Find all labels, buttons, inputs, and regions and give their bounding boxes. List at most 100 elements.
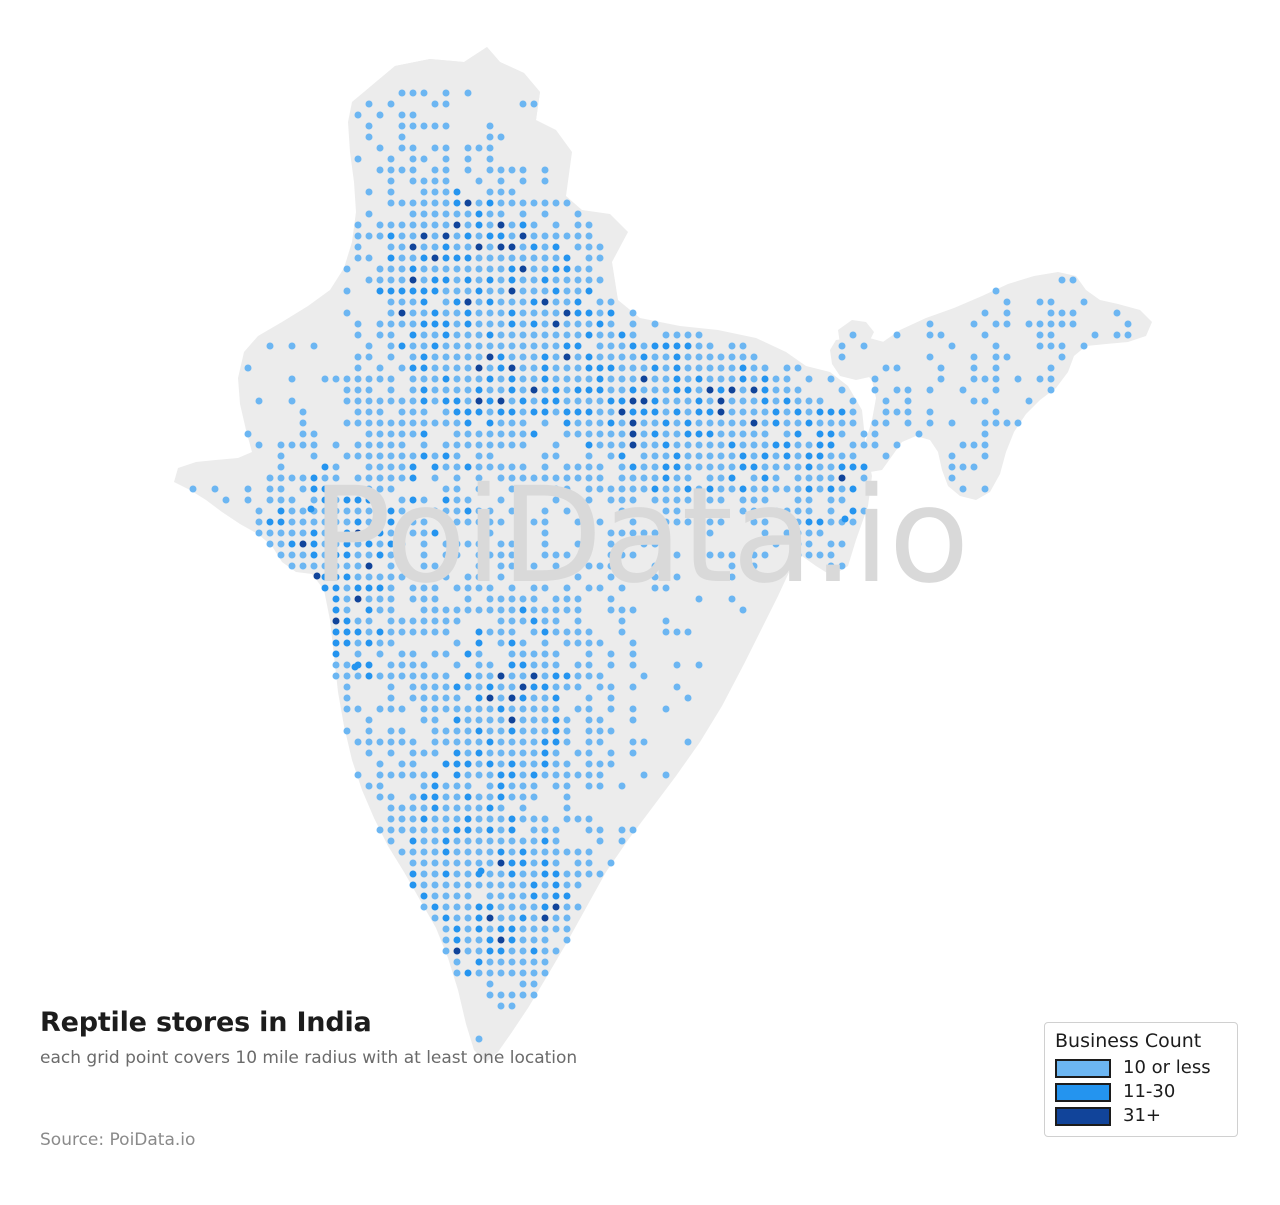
grid-point-low — [695, 661, 703, 669]
grid-point-low — [189, 485, 197, 493]
grid-point-mid — [508, 925, 516, 933]
grid-point-low — [717, 518, 725, 526]
grid-point-low — [475, 804, 483, 812]
legend-item-1[interactable]: 10 or less — [1055, 1058, 1227, 1078]
grid-point-low — [475, 276, 483, 284]
grid-point-low — [530, 331, 538, 339]
grid-point-low — [585, 463, 593, 471]
grid-point-low — [409, 89, 417, 97]
grid-point-low — [1025, 397, 1033, 405]
grid-point-low — [497, 716, 505, 724]
grid-point-low — [563, 232, 571, 240]
grid-point-low — [376, 760, 384, 768]
grid-point-low — [398, 617, 406, 625]
grid-point-low — [563, 628, 571, 636]
grid-point-low — [849, 397, 857, 405]
grid-point-low — [717, 375, 725, 383]
grid-point-low — [486, 518, 494, 526]
grid-point-low — [530, 232, 538, 240]
grid-point-low — [409, 617, 417, 625]
grid-point-low — [354, 243, 362, 251]
grid-point-low — [1047, 309, 1055, 317]
grid-point-low — [486, 749, 494, 757]
grid-point-low — [464, 496, 472, 504]
grid-point-mid — [662, 474, 670, 482]
grid-point-low — [475, 551, 483, 559]
grid-point-low — [541, 650, 549, 658]
grid-point-low — [607, 727, 615, 735]
grid-point-low — [750, 551, 758, 559]
grid-point-low — [629, 661, 637, 669]
grid-point-low — [805, 408, 813, 416]
grid-point-mid — [574, 298, 582, 306]
grid-point-low — [486, 221, 494, 229]
grid-point-low — [420, 342, 428, 350]
grid-point-low — [805, 496, 813, 504]
grid-point-low — [827, 375, 835, 383]
grid-point-low — [772, 507, 780, 515]
grid-point-low — [508, 837, 516, 845]
grid-point-mid — [530, 881, 538, 889]
grid-point-low — [354, 386, 362, 394]
grid-point-low — [970, 353, 978, 361]
grid-point-low — [332, 661, 340, 669]
grid-point-low — [574, 375, 582, 383]
grid-point-low — [464, 441, 472, 449]
grid-point-low — [1014, 419, 1022, 427]
grid-point-low — [552, 441, 560, 449]
grid-point-mid — [563, 265, 571, 273]
grid-point-low — [442, 738, 450, 746]
grid-point-mid — [739, 364, 747, 372]
grid-point-high — [497, 936, 505, 944]
grid-point-mid — [530, 683, 538, 691]
grid-point-mid — [552, 870, 560, 878]
grid-point-low — [365, 210, 373, 218]
grid-point-mid — [354, 584, 362, 592]
grid-point-low — [552, 452, 560, 460]
grid-point-low — [607, 694, 615, 702]
grid-point-low — [684, 331, 692, 339]
grid-point-low — [563, 639, 571, 647]
grid-point-low — [519, 375, 527, 383]
legend-item-2[interactable]: 11-30 — [1055, 1082, 1227, 1102]
grid-point-low — [585, 694, 593, 702]
grid-point-low — [508, 166, 516, 174]
grid-point-low — [508, 793, 516, 801]
grid-point-low — [453, 463, 461, 471]
grid-point-low — [431, 815, 439, 823]
grid-point-low — [387, 573, 395, 581]
grid-point-low — [981, 375, 989, 383]
grid-point-mid — [442, 243, 450, 251]
grid-point-low — [508, 738, 516, 746]
grid-point-low — [541, 639, 549, 647]
grid-point-mid — [453, 716, 461, 724]
grid-point-low — [827, 540, 835, 548]
grid-point-low — [420, 199, 428, 207]
grid-point-low — [750, 507, 758, 515]
grid-point-low — [541, 540, 549, 548]
grid-point-low — [376, 265, 384, 273]
grid-point-low — [992, 408, 1000, 416]
grid-point-mid — [673, 408, 681, 416]
grid-point-mid — [398, 342, 406, 350]
grid-point-low — [849, 419, 857, 427]
grid-point-low — [409, 793, 417, 801]
grid-point-low — [574, 639, 582, 647]
grid-point-low — [508, 958, 516, 966]
grid-point-low — [365, 254, 373, 262]
grid-point-low — [695, 485, 703, 493]
grid-point-low — [519, 474, 527, 482]
grid-point-low — [684, 474, 692, 482]
grid-point-low — [453, 452, 461, 460]
grid-point-low — [1058, 309, 1066, 317]
grid-point-low — [464, 342, 472, 350]
grid-point-low — [519, 199, 527, 207]
grid-point-mid — [464, 419, 472, 427]
grid-point-low — [629, 364, 637, 372]
grid-point-low — [453, 958, 461, 966]
legend-item-3[interactable]: 31+ — [1055, 1106, 1227, 1126]
grid-point-mid — [552, 397, 560, 405]
grid-point-low — [420, 518, 428, 526]
grid-point-low — [629, 683, 637, 691]
